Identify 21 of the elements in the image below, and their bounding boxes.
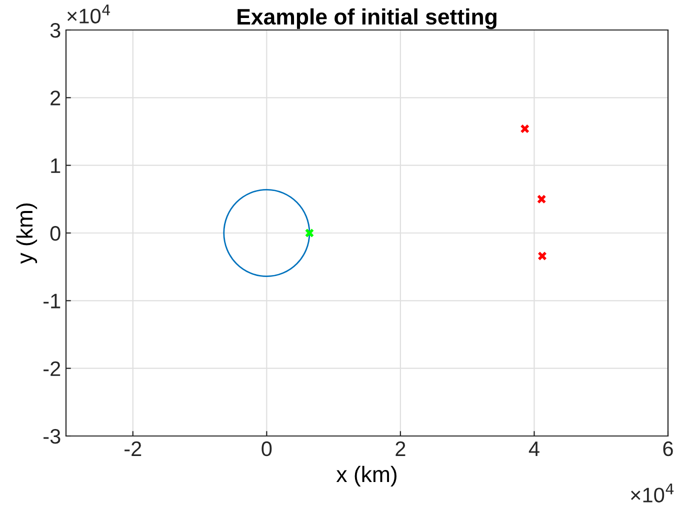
y-tick-label: -2	[44, 361, 60, 376]
text: ×10$^{4}$	[631, 484, 674, 502]
point	[304, 228, 314, 238]
point	[536, 194, 546, 204]
x-tick-label: 4	[528, 442, 540, 456]
text: ×10$^{4}$	[67, 4, 110, 24]
x-tick-label: 6	[663, 441, 673, 456]
y-tick-label: -3	[44, 429, 60, 444]
y-tick-label: 2	[50, 90, 60, 106]
y-tick-label: 0	[50, 226, 60, 241]
x-tick-label: 2	[396, 441, 406, 456]
x-tick-label: -2	[124, 441, 142, 456]
point	[520, 124, 530, 134]
chart-title: Example of initial setting	[238, 8, 496, 30]
point	[538, 251, 547, 261]
y-tick-label: 1	[51, 158, 60, 173]
x-tick-label: 0	[262, 441, 272, 456]
y-tick-label: -1	[44, 294, 60, 308]
x-axis-title: x (km)	[336, 466, 396, 487]
y-axis-title: y (km)	[16, 204, 38, 264]
y-tick-label: 3	[50, 23, 60, 38]
